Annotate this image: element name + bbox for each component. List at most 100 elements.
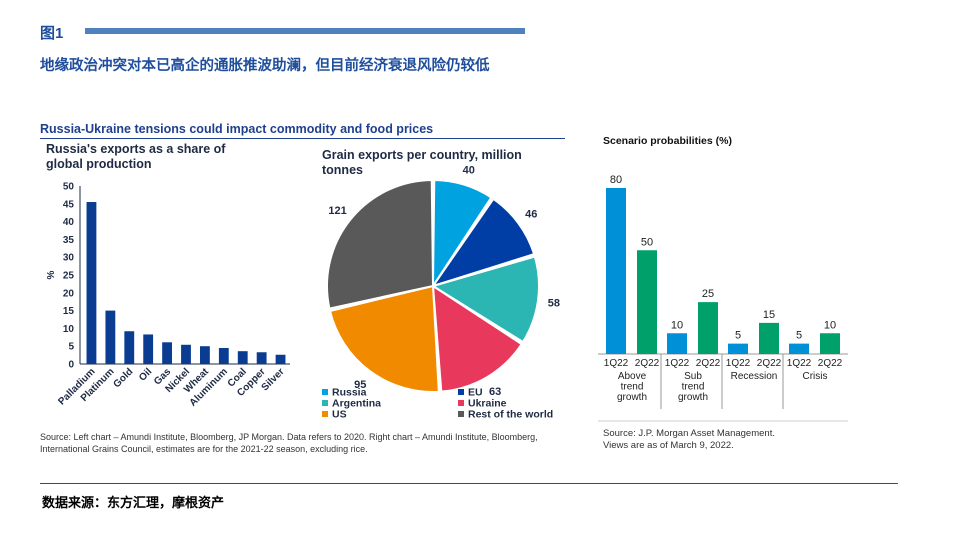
bar-wheat [199, 346, 210, 364]
scenario-chart-title: Scenario probabilities (%) [603, 135, 732, 147]
scenario-bar-crisis-2q22 [820, 333, 840, 354]
bar-platinum [105, 310, 116, 364]
scenario-quarter-label: 2Q22 [757, 358, 782, 369]
legend-swatch-argentina [322, 400, 328, 406]
x-tick-label-oil: Oil [137, 366, 154, 383]
legend-swatch-ukraine [458, 400, 464, 406]
scenario-bar-sub-trend-growth-1q22 [667, 333, 687, 354]
bar-chart-title-line1: Russia's exports as a share of [46, 142, 226, 156]
y-axis-label: % [46, 270, 57, 279]
y-tick-label: 10 [63, 324, 75, 335]
pie-value-label-argentina: 58 [548, 298, 560, 310]
bar-oil [143, 334, 154, 364]
x-tick-label-gold: Gold [112, 366, 136, 390]
scenario-quarter-label: 1Q22 [604, 358, 629, 369]
bar-gas [162, 342, 173, 364]
pie-title-line2: tonnes [322, 163, 363, 177]
bar-nickel [181, 344, 191, 364]
pie-slice-russia [431, 178, 493, 290]
scenario-quarter-label: 1Q22 [665, 358, 690, 369]
footer-source: 数据来源：东方汇理，摩根资产 [42, 495, 225, 510]
scenario-probabilities-chart: Scenario probabilities (%) 80 1Q22 50 2Q22 Ab… [598, 135, 848, 422]
y-tick-label: 15 [63, 306, 75, 317]
scenario-value-label: 5 [796, 330, 802, 342]
legend-label-argentina: Argentina [332, 398, 381, 410]
scenario-quarter-label: 2Q22 [696, 358, 721, 369]
bar-copper [256, 352, 267, 364]
scenario-bar-sub-trend-growth-2q22 [698, 302, 718, 354]
legend-label-us: US [332, 409, 347, 421]
scenario-bar-above-trend-growth-1q22 [606, 188, 626, 354]
legend-swatch-us [322, 411, 328, 417]
pie-slice-argentina [430, 255, 540, 344]
scenario-group-label-crisis: Crisis [803, 371, 828, 382]
scenario-value-label: 50 [641, 236, 653, 248]
scenario-value-label: 15 [763, 309, 775, 321]
y-tick-label: 25 [63, 271, 75, 282]
bar-palladium [86, 202, 97, 364]
scenario-value-label: 10 [671, 319, 683, 331]
legend-label-rest-of-the-world: Rest of the world [468, 409, 553, 421]
y-tick-label: 35 [63, 235, 75, 246]
legend-label-eu: EU [468, 387, 483, 399]
scenario-value-label: 25 [702, 288, 714, 300]
scenario-group-label-recession: Recession [731, 371, 778, 382]
figure-subtitle: 地缘政治冲突对本已高企的通胀推波助澜，但目前经济衰退风险仍较低 [40, 58, 490, 74]
scenario-group-label-above-trend-growth: trend [621, 382, 644, 393]
pie-slice-rest-of-the-world [326, 178, 435, 310]
scenario-quarter-label: 2Q22 [818, 358, 843, 369]
scenario-value-label: 80 [610, 174, 622, 186]
legend-label-ukraine: Ukraine [468, 398, 507, 410]
left-panel-source: Source: Left chart – Amundi Institute, B… [40, 432, 538, 454]
bar-chart-title-line2: global production [46, 157, 152, 171]
left-panel-title-rule [40, 138, 565, 139]
bar-silver [275, 354, 286, 364]
legend-swatch-russia [322, 389, 328, 395]
bar-aluminum [218, 347, 229, 364]
legend-swatch-eu [458, 389, 464, 395]
pie-value-label-russia: 40 [463, 164, 475, 176]
pie-title-line1: Grain exports per country, million [322, 148, 522, 162]
pie-slice-ukraine [431, 284, 524, 393]
grain-exports-pie-chart: Grain exports per country, milliontonnes… [322, 148, 560, 421]
bar-coal [237, 351, 248, 364]
scenario-value-label: 5 [735, 330, 741, 342]
y-tick-label: 50 [63, 182, 75, 193]
figure-label: 图1 [40, 25, 64, 42]
scenario-group-label-above-trend-growth: Above [618, 371, 647, 382]
y-tick-label: 5 [68, 342, 74, 353]
bar-gold [124, 331, 135, 364]
legend-swatch-rest-of-the-world [458, 411, 464, 417]
y-tick-label: 30 [63, 253, 75, 264]
footer-rule [40, 483, 898, 484]
scenario-bar-crisis-1q22 [789, 343, 809, 354]
left-panel-title: Russia-Ukraine tensions could impact com… [40, 122, 434, 136]
right-source-line1: Source: J.P. Morgan Asset Management. [603, 428, 775, 439]
pie-value-label-rest-of-the-world: 121 [328, 205, 346, 217]
y-tick-label: 20 [63, 288, 75, 299]
scenario-bar-recession-1q22 [728, 343, 748, 354]
right-panel-source: Source: J.P. Morgan Asset Management. Vi… [603, 428, 853, 452]
pie-value-label-ukraine: 63 [489, 386, 501, 398]
y-tick-label: 40 [63, 217, 75, 228]
pie-value-label-us: 95 [354, 379, 366, 391]
scenario-group-label-above-trend-growth: growth [617, 392, 647, 403]
scenario-bar-recession-2q22 [759, 322, 779, 354]
scenario-group-label-sub-trend-growth: trend [682, 382, 705, 393]
pie-slice-us [328, 284, 440, 393]
legend-label-russia: Russia [332, 387, 367, 399]
scenario-quarter-label: 1Q22 [787, 358, 812, 369]
scenario-quarter-label: 1Q22 [726, 358, 751, 369]
y-tick-label: 0 [68, 360, 74, 371]
scenario-quarter-label: 2Q22 [635, 358, 660, 369]
scenario-bar-above-trend-growth-2q22 [637, 250, 657, 354]
right-source-line2: Views are as of March 9, 2022. [603, 440, 734, 451]
pie-slice-eu [430, 197, 536, 288]
header-accent-bar [85, 28, 525, 34]
y-tick-label: 45 [63, 199, 75, 210]
pie-value-label-eu: 46 [525, 209, 537, 221]
scenario-group-label-sub-trend-growth: growth [678, 392, 708, 403]
scenario-group-label-sub-trend-growth: Sub [684, 371, 702, 382]
scenario-value-label: 10 [824, 319, 836, 331]
